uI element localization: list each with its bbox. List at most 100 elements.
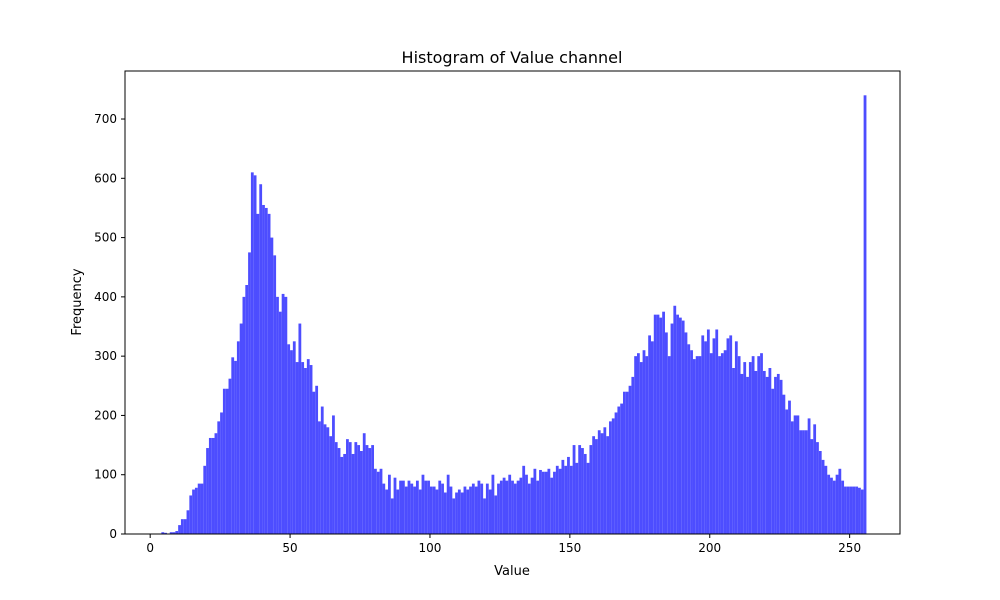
bar [460,492,464,534]
bar [620,403,624,534]
bar [709,353,713,534]
bar [754,370,758,534]
bar [427,480,430,534]
bar [785,409,789,534]
bar [348,442,352,534]
bar [326,427,330,534]
bar [337,448,341,534]
bar [382,483,386,534]
bar [818,451,822,534]
bar [276,296,279,534]
bar [508,474,512,534]
bar [581,448,584,534]
bar [513,483,517,534]
bar [189,495,193,534]
bar [553,471,556,534]
bar [161,532,165,534]
x-tick-label: 150 [558,541,581,555]
bar [222,388,226,534]
bar [435,489,439,534]
bar [751,356,755,534]
bar [634,356,638,534]
bar [779,379,783,534]
bar [676,314,679,534]
y-tick-label: 500 [94,231,117,245]
y-tick-label: 600 [94,171,117,185]
bar [231,357,235,534]
bar [776,373,780,534]
bar [194,487,198,534]
bar [625,391,629,534]
bar [723,350,727,534]
bar [502,477,506,534]
bar [592,436,596,534]
bar [511,480,514,534]
bar [264,207,268,534]
bar [463,486,467,534]
bar [374,468,377,534]
bar [343,453,347,534]
bar [802,430,805,534]
bar [706,329,710,534]
bar [438,480,442,534]
bar [360,451,363,534]
bar [519,477,523,534]
bar [225,388,229,534]
bar [748,362,752,534]
bar [228,378,232,534]
bar [306,359,310,534]
bar [242,296,246,534]
bar [183,519,187,534]
bar [648,335,651,534]
bar [368,448,372,534]
bar [284,296,288,534]
bar [863,95,867,534]
bar [172,532,176,534]
bar [740,373,744,534]
bar [790,421,794,534]
bar [701,335,705,534]
bar [525,474,528,534]
bar [234,360,237,534]
bar [667,356,671,534]
y-tick-label: 700 [94,112,117,126]
bar [443,492,447,534]
bar [483,498,486,534]
bar [816,442,819,534]
bar [821,459,825,534]
bar [628,385,632,534]
bar [304,368,307,534]
bar [424,480,428,534]
bar [390,498,394,534]
y-tick-label: 0 [109,527,117,541]
bar [334,442,338,534]
bar [267,213,271,535]
bar [757,356,761,534]
bar [273,255,277,534]
bar [281,293,285,534]
bar [855,486,859,534]
bar [539,469,542,534]
bar [720,353,724,534]
bar [788,400,791,534]
y-tick-label: 300 [94,349,117,363]
bar [673,305,677,534]
bar [516,480,520,534]
bar [807,418,811,534]
bar [485,483,489,534]
bar [441,483,444,534]
bar [813,424,817,534]
bar [639,362,643,534]
bar [332,415,335,534]
bar [376,471,380,534]
bar [362,433,366,534]
bar [564,465,568,534]
bar [846,486,850,534]
bar [609,421,612,534]
bar [561,459,565,534]
bar [455,492,458,534]
bar [782,394,786,534]
bar [379,468,383,534]
bar [774,376,777,534]
